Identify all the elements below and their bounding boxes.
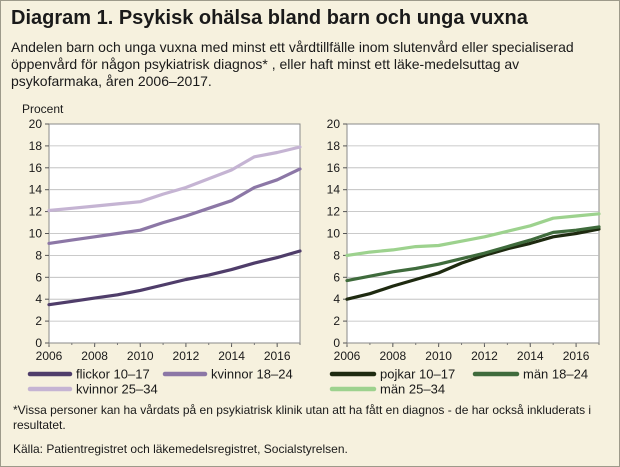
y-tick-label: 20 [327,117,341,131]
y-tick-label: 18 [29,139,43,153]
source-note: Källa: Patientregistret och läkemedelsre… [13,442,348,456]
y-tick-label: 16 [29,161,43,175]
y-tick-label: 6 [333,270,340,284]
x-tick-label: 2010 [127,349,154,363]
y-tick-label: 6 [35,270,42,284]
series-line-2 [345,225,601,283]
y-tick-label: 10 [29,227,43,241]
legend-label: pojkar 10–17 [380,367,455,382]
y-tick-label: 12 [327,205,341,219]
legend-label: kvinnor 18–24 [211,367,293,382]
y-tick-label: 12 [29,205,43,219]
legend-label: flickor 10–17 [76,367,150,382]
figure-subtitle: Andelen barn och unga vuxna med minst et… [11,39,574,89]
y-tick-label: 2 [333,314,340,328]
legend-label: män 18–24 [523,367,588,382]
x-tick-label: 2016 [264,349,291,363]
y-tick-label: 8 [35,248,42,262]
series-line-3 [47,145,302,213]
chart-panel-2: 0 2 4 6 8 10 12 14 16 18 20 2006 2008 2010 2012 2014 201… [327,117,601,397]
x-tick-label: 2014 [517,349,544,363]
y-tick-label: 4 [333,292,340,306]
x-tick-label: 2008 [81,349,108,363]
chart-panel-1: 0 2 4 6 8 10 12 14 16 18 20 2006 2008 2010 2012 2014 201… [22,102,302,397]
y-tick-label: 4 [35,292,42,306]
x-tick-label: 2014 [218,349,245,363]
y-tick-label: 14 [29,183,43,197]
series-line-1 [345,227,601,301]
x-tick-label: 2010 [425,349,452,363]
y-tick-label: 0 [35,336,42,350]
legend-label: kvinnor 25–34 [76,382,158,397]
series-line-3 [345,212,601,257]
series-line-2 [47,167,302,245]
y-tick-label: 0 [333,336,340,350]
y-axis-label: Procent [22,102,64,116]
y-tick-label: 10 [327,227,341,241]
y-tick-label: 2 [35,314,42,328]
footnote: *Vissa personer kan ha vårdats på en psy… [13,403,592,432]
x-tick-label: 2006 [334,349,361,363]
figure-title: Diagram 1. Psykisk ohälsa bland barn och… [11,7,528,29]
y-tick-label: 18 [327,139,341,153]
x-tick-label: 2012 [471,349,498,363]
y-tick-label: 16 [327,161,341,175]
y-tick-label: 20 [29,117,43,131]
x-tick-label: 2012 [173,349,200,363]
x-tick-label: 2016 [563,349,590,363]
y-tick-label: 14 [327,183,341,197]
y-tick-label: 8 [333,248,340,262]
x-tick-label: 2006 [36,349,63,363]
x-tick-label: 2008 [379,349,406,363]
legend-label: män 25–34 [380,382,445,397]
series-line-1 [47,249,302,307]
